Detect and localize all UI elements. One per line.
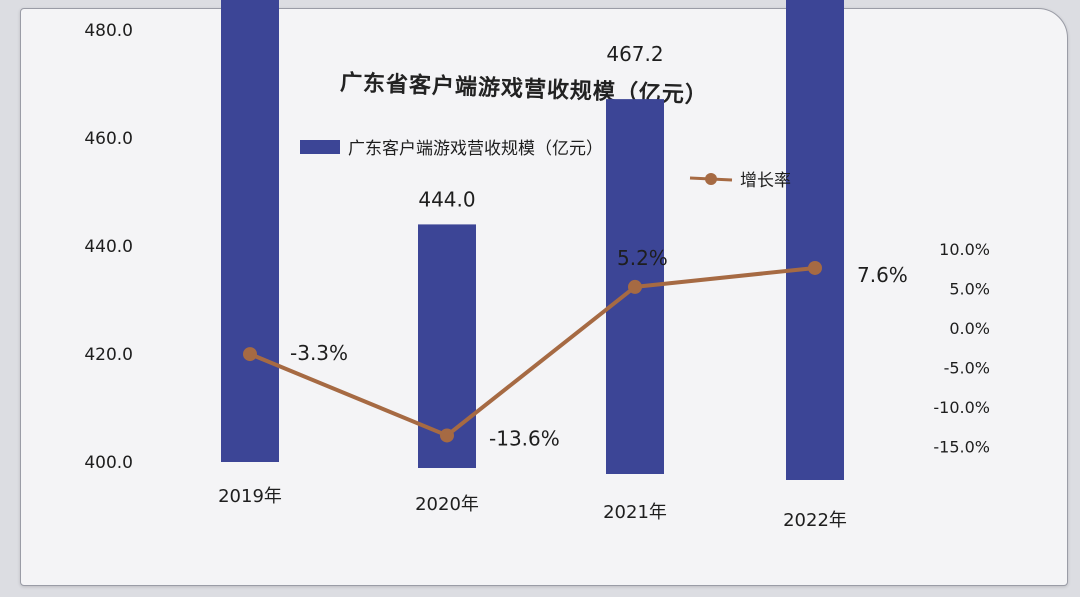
chart-page	[20, 8, 1068, 586]
y-left-tick-label: 400.0	[84, 453, 133, 473]
bar-value-label: 467.2	[606, 42, 663, 66]
growth-value-label: -13.6%	[489, 426, 560, 450]
y-right-tick-label: 10.0%	[939, 240, 990, 259]
bar	[786, 0, 844, 480]
growth-value-label: 7.6%	[857, 263, 908, 287]
y-right-tick-label: -10.0%	[933, 398, 990, 417]
legend-swatch-point	[705, 173, 717, 185]
legend-swatch-bar	[300, 140, 340, 154]
y-right-tick-label: 5.0%	[949, 280, 990, 299]
bar	[221, 0, 279, 463]
growth-line	[249, 265, 816, 438]
growth-value-label: -3.3%	[290, 341, 348, 365]
x-tick-label: 2021年	[603, 502, 667, 523]
growth-point	[628, 279, 642, 294]
growth-point	[243, 347, 257, 362]
y-right-tick-label: -5.0%	[944, 359, 990, 378]
y-left-tick-label: 440.0	[84, 237, 133, 257]
x-tick-label: 2020年	[415, 494, 479, 515]
y-left-tick-label: 480.0	[84, 21, 133, 41]
y-right-tick-label: -15.0%	[933, 438, 990, 457]
growth-point	[808, 260, 822, 275]
legend-label-bar: 广东客户端游戏营收规模（亿元）	[348, 139, 603, 159]
x-tick-label: 2019年	[218, 486, 282, 507]
growth-point	[440, 428, 454, 443]
growth-value-label: 5.2%	[617, 246, 668, 270]
bar-value-label: 444.0	[418, 187, 475, 211]
x-tick-label: 2022年	[783, 510, 847, 531]
y-left-tick-label: 420.0	[84, 345, 133, 365]
y-right-tick-label: 0.0%	[949, 319, 990, 338]
y-left-tick-label: 460.0	[84, 129, 133, 149]
legend-label-line: 增长率	[740, 171, 791, 191]
